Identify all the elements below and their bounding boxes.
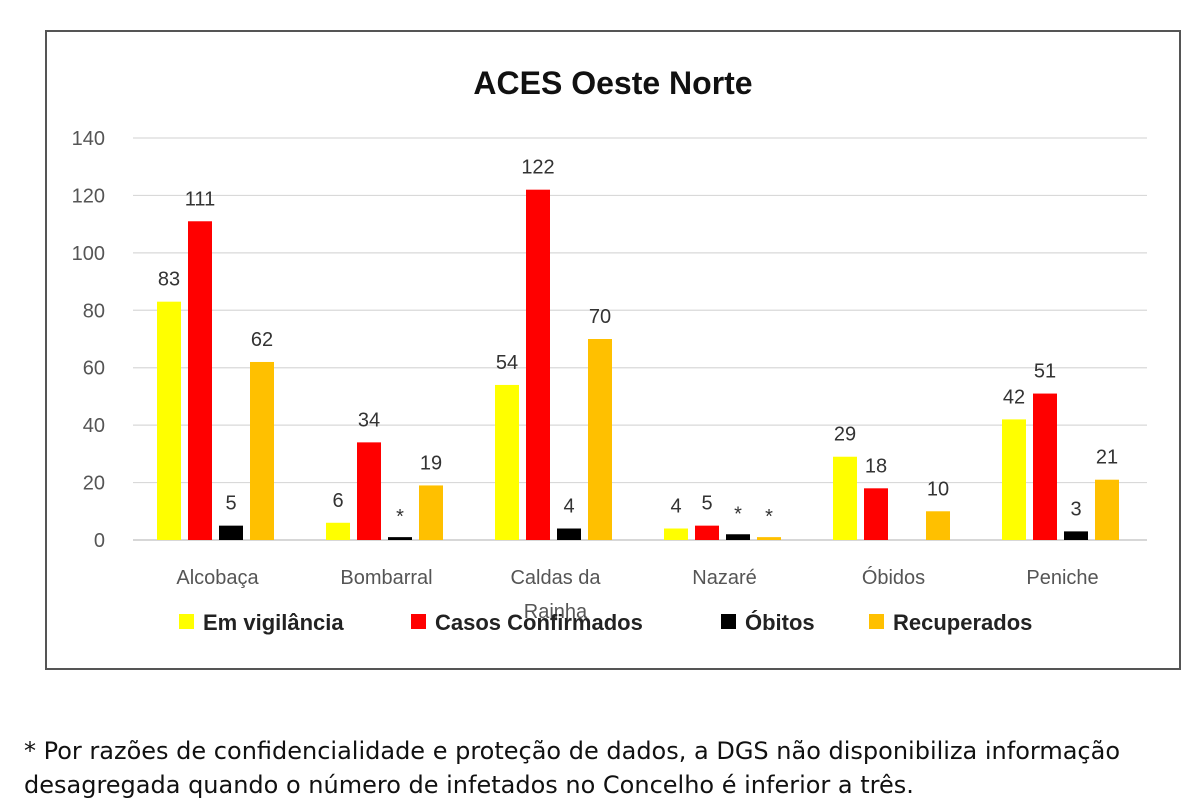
bars [157,189,1119,540]
legend-swatch [411,614,426,629]
data-label: 6 [332,490,343,512]
data-label: 21 [1096,447,1118,469]
bar-recuperados [588,339,612,540]
chart-frame: ACES Oeste Norte 0 20 40 60 80 100 120 140 83 11… [45,30,1181,670]
data-label: 70 [589,306,611,328]
data-label: 122 [521,157,554,179]
chart-title: ACES Oeste Norte [473,65,752,101]
bar-chart: ACES Oeste Norte 0 20 40 60 80 100 120 140 83 11… [72,65,1147,635]
data-label: 10 [927,478,949,500]
bar-casos-confirmados [1033,393,1057,540]
x-tick-label: Óbidos [862,566,925,589]
x-axis: Alcobaça Bombarral Caldas da Rainha Nazaré Ób… [176,566,1098,623]
bar-em-vigil-ncia [326,522,350,540]
x-tick-label: Alcobaça [176,567,259,589]
data-label: 5 [225,493,236,515]
legend-swatch [179,614,194,629]
data-label: * [396,506,404,528]
bar-casos-confirmados [695,525,719,540]
data-label: 18 [865,455,887,477]
x-tick-label: Nazaré [692,567,756,589]
y-tick-label: 20 [83,473,105,495]
data-label: 4 [670,496,681,518]
y-axis: 0 20 40 60 80 100 120 140 [72,128,105,552]
data-label: * [765,506,773,528]
footnote: * Por razões de confidencialidade e prot… [24,737,1121,799]
data-label: 5 [701,493,712,515]
gridlines [133,137,1147,541]
y-tick-label: 0 [94,530,105,552]
legend: Em vigilância Casos Confirmados Óbitos Recu… [179,610,1032,635]
bar--bitos [388,537,412,540]
x-tick-label: Caldas da Rainha [510,567,601,623]
data-label: 19 [420,452,442,474]
y-tick-label: 40 [83,415,105,437]
data-label: 51 [1034,361,1056,383]
bar-em-vigil-ncia [833,456,857,540]
data-label: * [734,503,742,525]
data-label: 83 [158,269,180,291]
data-label: 3 [1070,498,1081,520]
bar-casos-confirmados [526,189,550,540]
bar-casos-confirmados [864,488,888,540]
bar-recuperados [250,361,274,540]
data-label: 4 [563,496,574,518]
bar--bitos [219,525,243,540]
legend-label: Recuperados [893,610,1032,635]
x-tick-label: Bombarral [340,567,432,589]
y-tick-label: 100 [72,243,105,265]
bar--bitos [557,528,581,540]
bar-em-vigil-ncia [495,384,519,540]
bar-em-vigil-ncia [664,528,688,540]
bar--bitos [1064,531,1088,540]
data-label: 111 [185,188,215,210]
data-label: 29 [834,424,856,446]
x-tick-label: Peniche [1026,567,1098,589]
data-label: 54 [496,352,518,374]
y-tick-label: 120 [72,185,105,207]
legend-label: Em vigilância [203,610,344,635]
bar--bitos [726,534,750,540]
data-label: 62 [251,329,273,351]
bar-recuperados [757,537,781,540]
bar-em-vigil-ncia [1002,419,1026,540]
y-tick-label: 60 [83,358,105,380]
data-label: 42 [1003,386,1025,408]
bar-recuperados [419,485,443,540]
y-tick-label: 140 [72,128,105,150]
legend-label: Óbitos [745,610,815,635]
legend-swatch [869,614,884,629]
bar-recuperados [1095,479,1119,540]
bar-casos-confirmados [357,442,381,540]
bar-recuperados [926,511,950,540]
legend-swatch [721,614,736,629]
y-tick-label: 80 [83,300,105,322]
bar-casos-confirmados [188,221,212,540]
legend-label: Casos Confirmados [435,610,643,635]
data-label: 34 [358,409,380,431]
bar-em-vigil-ncia [157,301,181,540]
